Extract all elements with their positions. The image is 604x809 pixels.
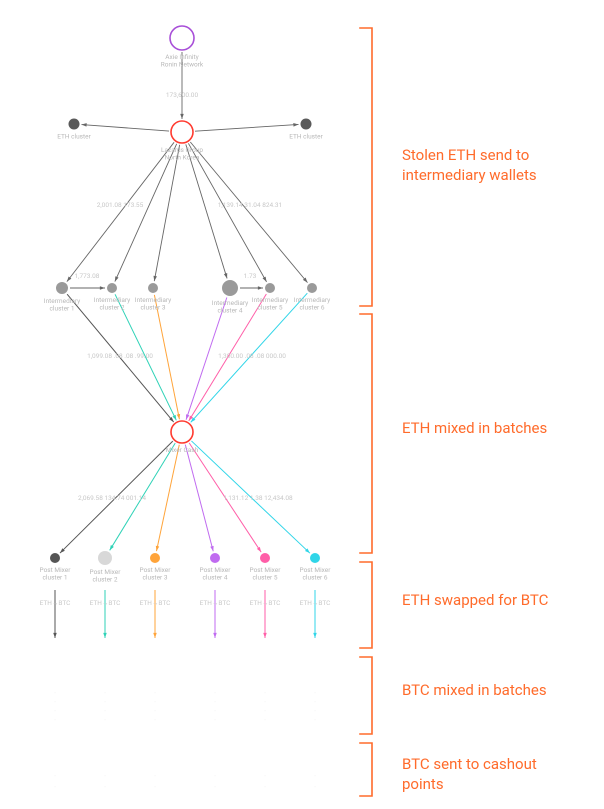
node-pm2	[98, 551, 112, 565]
faint: ·	[314, 773, 316, 780]
node-label-int2: Intermediarycluster 2	[94, 296, 130, 311]
swap-label: ETH→BTC	[140, 599, 171, 607]
faint: ·	[154, 773, 156, 780]
faint: ·	[54, 784, 56, 791]
edge-label: 173,600.00	[166, 91, 199, 99]
swap-label: ETH→BTC	[40, 599, 71, 607]
node-int2	[107, 283, 117, 293]
faint: ·	[154, 708, 156, 715]
edge-label: 1,139.14 31.04 824.31	[218, 201, 282, 209]
swap-label: ETH→BTC	[90, 599, 121, 607]
faint: ·	[214, 717, 216, 724]
node-label-pm4: Post Mixercluster 4	[200, 566, 232, 581]
faint: ·	[54, 690, 56, 697]
edge-label: 2,069.58 134.74 001.14	[78, 494, 146, 502]
node-ethR	[301, 119, 312, 130]
node-label-hub: Lazarus GroupNorth Korea	[161, 146, 203, 161]
node-label-pm6: Post Mixercluster 6	[300, 566, 332, 581]
swap-label: ETH→BTC	[300, 599, 331, 607]
node-label-mixer: Mixer Cash	[166, 446, 199, 454]
swap-label: ETH→BTC	[200, 599, 231, 607]
node-int3	[148, 283, 158, 293]
node-label-pm1: Post Mixercluster 1	[40, 566, 72, 581]
stage-bracket-3	[360, 657, 372, 734]
edge-label: 1,099.08 .08 .08 .99.00	[87, 352, 153, 360]
stage-label-0: Stolen ETH send tointermediary wallets	[402, 145, 596, 186]
node-label-ethL: ETH cluster	[57, 133, 91, 141]
node-label-int1: Intermediarycluster 1	[44, 297, 80, 312]
edge-label: 1,131.12 1.38 12,434.08	[223, 494, 293, 502]
faint: ·	[154, 784, 156, 791]
faint: ·	[264, 690, 266, 697]
node-pm4	[210, 553, 220, 563]
stage-bracket-2	[360, 562, 372, 648]
stage-label-4: BTC sent to cashoutpoints	[402, 754, 596, 795]
faint: ·	[54, 773, 56, 780]
faint: ·	[104, 717, 106, 724]
faint: ·	[104, 690, 106, 697]
faint: ·	[214, 784, 216, 791]
faint: ·	[154, 690, 156, 697]
node-origin	[170, 26, 194, 50]
edge-label: 1.73	[244, 272, 257, 280]
node-label-pm3: Post Mixercluster 3	[140, 566, 172, 581]
node-label-origin: Axie InfinityRonin Network	[161, 53, 204, 68]
faint: ·	[154, 717, 156, 724]
stage-label-3: BTC mixed in batches	[402, 680, 596, 700]
faint: ·	[314, 708, 316, 715]
node-int6	[307, 283, 317, 293]
node-int5	[265, 283, 275, 293]
faint: ·	[264, 784, 266, 791]
faint: ·	[314, 699, 316, 706]
node-pm5	[260, 553, 270, 563]
faint: ·	[104, 699, 106, 706]
stage-bracket-4	[360, 743, 372, 796]
node-hub	[171, 121, 193, 143]
edge-label: 1,773.08	[75, 272, 100, 280]
faint: ·	[214, 699, 216, 706]
node-pm6	[310, 553, 320, 563]
node-label-int4: Intermediarycluster 4	[212, 299, 248, 314]
faint: ·	[54, 708, 56, 715]
faint: ·	[264, 717, 266, 724]
node-int1	[56, 282, 68, 294]
faint: ·	[264, 773, 266, 780]
node-label-pm2: Post Mixercluster 2	[90, 568, 122, 583]
node-label-int6: Intermediarycluster 6	[294, 296, 330, 311]
faint: ·	[314, 717, 316, 724]
faint: ·	[214, 773, 216, 780]
swap-label: ETH→BTC	[250, 599, 281, 607]
node-label-int5: Intermediarycluster 5	[252, 296, 288, 311]
node-pm3	[150, 553, 160, 563]
node-label-int3: Intermediarycluster 3	[135, 296, 171, 311]
faint: ·	[214, 690, 216, 697]
faint: ·	[54, 717, 56, 724]
node-label-pm5: Post Mixercluster 5	[250, 566, 282, 581]
node-ethL	[69, 119, 80, 130]
stage-bracket-0	[360, 28, 372, 306]
faint: ·	[104, 773, 106, 780]
stage-label-1: ETH mixed in batches	[402, 418, 596, 438]
faint: ·	[264, 708, 266, 715]
faint: ·	[104, 708, 106, 715]
faint: ·	[154, 699, 156, 706]
node-pm1	[50, 553, 60, 563]
faint: ·	[314, 784, 316, 791]
node-mixer	[171, 421, 193, 443]
stage-label-2: ETH swapped for BTC	[402, 590, 596, 610]
faint: ·	[104, 784, 106, 791]
edge-label: 2,001.08 173.55	[97, 201, 144, 209]
edge-label: 1,300.00 .08 .08 000.00	[218, 352, 286, 360]
node-int4	[222, 280, 238, 296]
faint: ·	[314, 690, 316, 697]
node-label-ethR: ETH cluster	[289, 133, 323, 141]
stage-bracket-1	[360, 314, 372, 553]
faint: ·	[54, 699, 56, 706]
faint: ·	[214, 708, 216, 715]
faint: ·	[264, 699, 266, 706]
